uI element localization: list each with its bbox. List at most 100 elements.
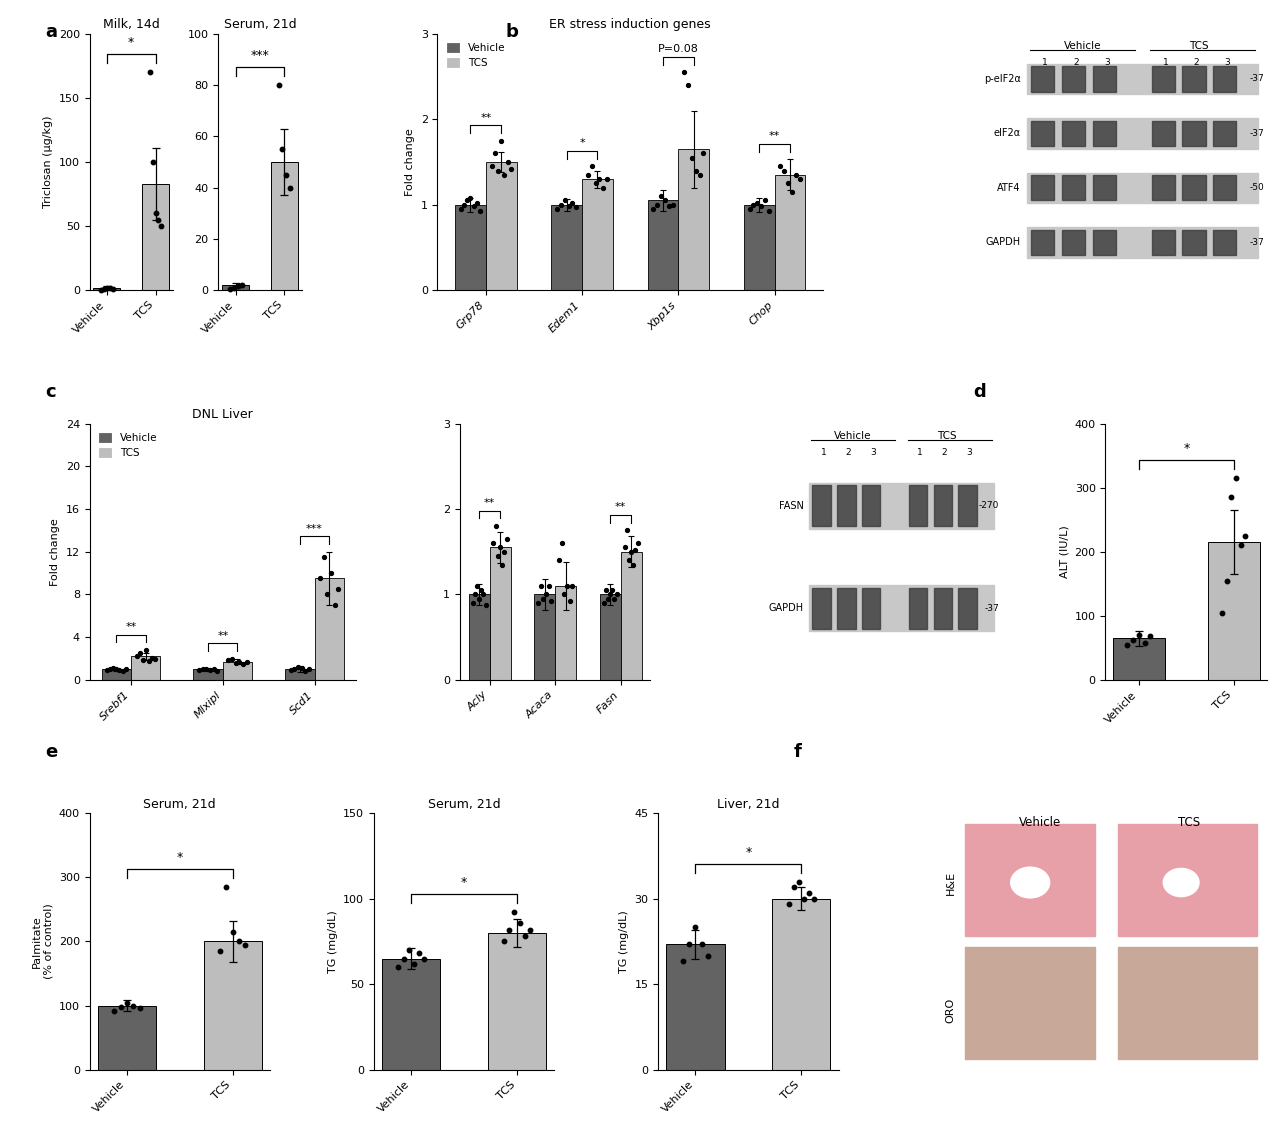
Bar — [315, 579, 344, 680]
Text: b: b — [506, 23, 518, 41]
Bar — [965, 947, 1096, 1060]
Bar — [1062, 66, 1085, 91]
Y-axis label: Palmitate
(% of control): Palmitate (% of control) — [32, 904, 54, 980]
Text: f: f — [794, 743, 801, 761]
Bar — [667, 945, 724, 1070]
Text: 2: 2 — [845, 448, 851, 457]
Bar — [965, 823, 1096, 937]
Text: TCS: TCS — [937, 431, 957, 441]
Bar — [1027, 118, 1258, 149]
Text: *: * — [177, 851, 183, 864]
Bar — [1093, 176, 1116, 200]
Bar — [621, 552, 641, 680]
Text: Vehicle: Vehicle — [1019, 816, 1061, 829]
Bar — [486, 162, 517, 291]
Bar — [1117, 823, 1257, 937]
Circle shape — [1011, 867, 1050, 897]
Bar — [809, 586, 995, 632]
Title: Liver, 21d: Liver, 21d — [717, 797, 780, 811]
Bar — [193, 669, 223, 680]
Title: Serum, 21d: Serum, 21d — [224, 18, 297, 32]
Bar — [1213, 176, 1236, 200]
Text: **: ** — [218, 631, 228, 641]
Text: 3: 3 — [1224, 59, 1230, 68]
Text: ATF4: ATF4 — [997, 182, 1020, 193]
Bar — [1152, 176, 1175, 200]
Text: 2: 2 — [1073, 59, 1079, 68]
Bar — [1183, 66, 1206, 91]
Text: ***: *** — [251, 50, 269, 62]
Legend: Vehicle, TCS: Vehicle, TCS — [95, 429, 161, 463]
Text: ***: *** — [306, 524, 323, 534]
Text: -270: -270 — [979, 501, 1000, 510]
Text: **: ** — [769, 132, 781, 142]
Y-axis label: ALT (IU/L): ALT (IU/L) — [1059, 526, 1069, 578]
Text: 1: 1 — [1162, 59, 1169, 68]
Bar — [1213, 230, 1236, 254]
Bar — [285, 669, 315, 680]
Bar — [1027, 63, 1258, 95]
Bar — [1117, 947, 1257, 1060]
Bar — [678, 149, 709, 291]
Bar — [1032, 230, 1055, 254]
Bar — [861, 485, 881, 526]
Text: *: * — [461, 876, 467, 890]
Bar — [223, 285, 250, 291]
Text: 1: 1 — [916, 448, 923, 457]
Bar — [861, 588, 881, 628]
Text: GAPDH: GAPDH — [986, 238, 1020, 248]
Bar — [933, 588, 952, 628]
Text: FASN: FASN — [778, 501, 804, 510]
Text: 2: 2 — [942, 448, 947, 457]
Bar — [454, 205, 486, 291]
Bar — [1152, 66, 1175, 91]
Title: Serum, 21d: Serum, 21d — [428, 797, 500, 811]
Bar — [1093, 66, 1116, 91]
Bar — [552, 205, 582, 291]
Text: TCS: TCS — [1189, 42, 1210, 52]
Bar — [1093, 120, 1116, 146]
Circle shape — [1164, 868, 1199, 896]
Bar — [1152, 120, 1175, 146]
Text: *: * — [745, 846, 751, 859]
Title: ER stress induction genes: ER stress induction genes — [549, 18, 710, 32]
Bar — [101, 669, 131, 680]
Bar — [959, 588, 977, 628]
Text: ORO: ORO — [946, 998, 956, 1024]
Bar — [142, 184, 169, 291]
Title: DNL Liver: DNL Liver — [192, 408, 253, 421]
Bar — [131, 656, 160, 680]
Bar — [383, 958, 440, 1070]
Bar — [468, 595, 489, 680]
Bar — [648, 200, 678, 291]
Y-axis label: Fold change: Fold change — [404, 128, 415, 196]
Bar — [933, 485, 952, 526]
Text: P=0.08: P=0.08 — [658, 44, 699, 54]
Bar — [1032, 176, 1055, 200]
Text: eIF2α: eIF2α — [993, 128, 1020, 138]
Text: c: c — [45, 383, 55, 401]
Bar — [1152, 230, 1175, 254]
Bar — [488, 933, 547, 1070]
Bar — [837, 588, 855, 628]
Bar — [93, 287, 120, 291]
Bar — [1213, 66, 1236, 91]
Bar — [1027, 227, 1258, 258]
Bar — [1093, 230, 1116, 254]
Bar — [744, 205, 774, 291]
Text: -37: -37 — [1249, 238, 1265, 247]
Bar — [1207, 542, 1260, 680]
Text: 3: 3 — [1103, 59, 1110, 68]
Bar — [909, 588, 927, 628]
Bar — [534, 595, 556, 680]
Text: *: * — [580, 138, 585, 149]
Bar — [489, 547, 511, 680]
Bar — [772, 899, 831, 1070]
Title: Milk, 14d: Milk, 14d — [102, 18, 160, 32]
Bar — [1032, 120, 1055, 146]
Bar — [1062, 120, 1085, 146]
Y-axis label: TG (mg/dL): TG (mg/dL) — [328, 910, 338, 973]
Y-axis label: Triclosan (μg/kg): Triclosan (μg/kg) — [44, 116, 54, 208]
Bar — [1183, 120, 1206, 146]
Text: Vehicle: Vehicle — [1064, 42, 1101, 52]
